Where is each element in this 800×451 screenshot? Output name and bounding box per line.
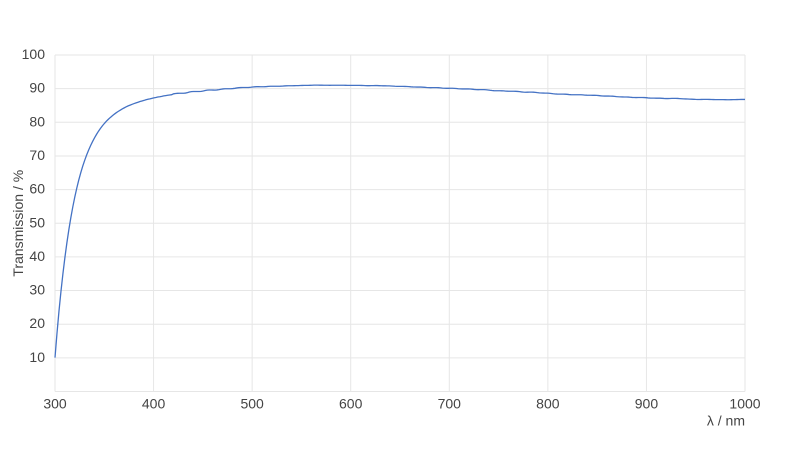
svg-text:100: 100 [22, 46, 46, 62]
svg-text:80: 80 [29, 113, 45, 129]
svg-text:Transmission / %: Transmission / % [10, 170, 26, 277]
svg-text:70: 70 [29, 147, 45, 163]
svg-text:λ / nm: λ / nm [707, 413, 745, 429]
svg-text:500: 500 [240, 396, 264, 412]
svg-text:20: 20 [29, 315, 45, 331]
svg-text:700: 700 [438, 396, 462, 412]
svg-text:40: 40 [29, 248, 45, 264]
svg-text:600: 600 [339, 396, 363, 412]
svg-text:10: 10 [29, 349, 45, 365]
svg-text:60: 60 [29, 181, 45, 197]
svg-text:400: 400 [142, 396, 166, 412]
svg-text:900: 900 [635, 396, 659, 412]
svg-text:90: 90 [29, 80, 45, 96]
svg-text:1000: 1000 [729, 396, 760, 412]
svg-text:50: 50 [29, 214, 45, 230]
svg-text:300: 300 [43, 396, 67, 412]
svg-text:800: 800 [536, 396, 560, 412]
svg-text:30: 30 [29, 282, 45, 298]
